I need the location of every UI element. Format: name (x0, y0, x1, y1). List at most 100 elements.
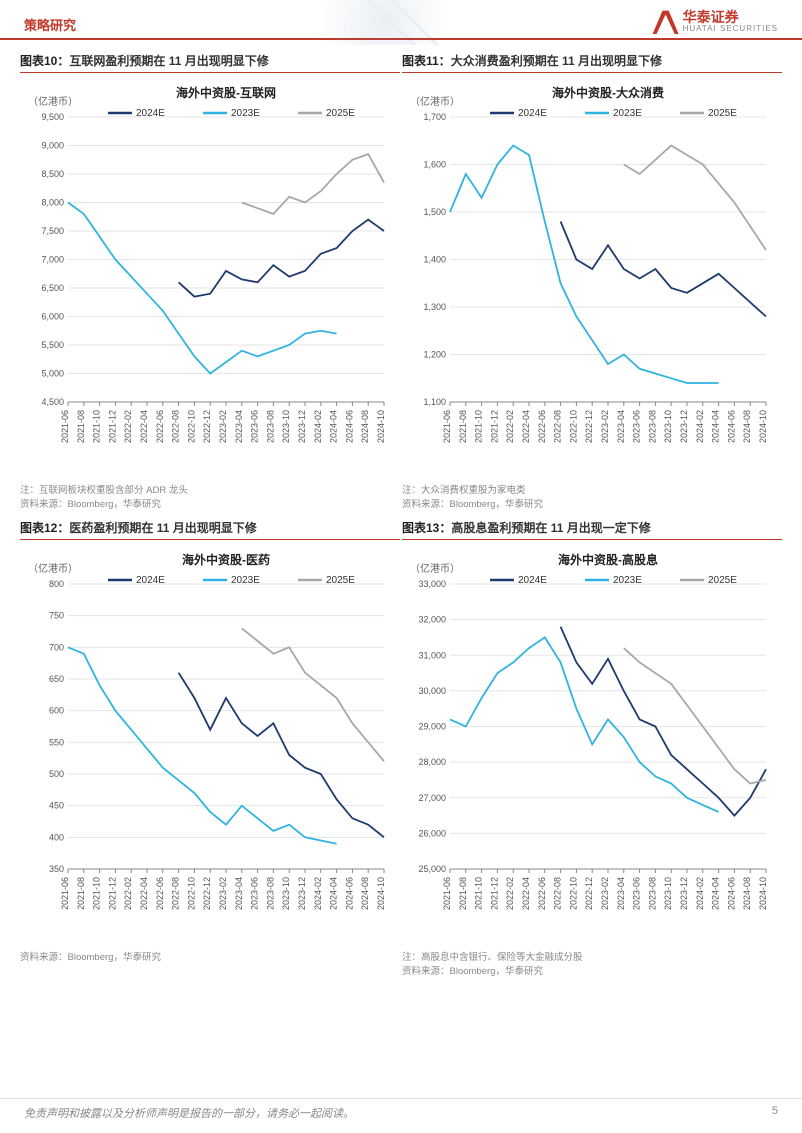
x-tick-label: 2023-04 (234, 877, 244, 910)
y-tick-label: 1,500 (423, 207, 446, 217)
y-tick-label: 5,500 (41, 340, 64, 350)
x-tick-label: 2021-12 (107, 877, 117, 910)
x-tick-label: 2023-12 (679, 410, 689, 443)
panel-title: 图表12：医药盈利预期在 11 月出现明显下修 (20, 515, 400, 540)
x-tick-label: 2022-04 (521, 877, 531, 910)
x-tick-label: 2023-02 (218, 877, 228, 910)
x-tick-label: 2024-02 (313, 877, 323, 910)
x-tick-label: 2021-08 (458, 877, 468, 910)
y-tick-label: 30,000 (418, 685, 446, 695)
y-tick-label: 1,600 (423, 160, 446, 170)
section-label: 策略研究 (24, 15, 76, 34)
panel-title: 图表10：互联网盈利预期在 11 月出现明显下修 (20, 48, 400, 73)
y-tick-label: 31,000 (418, 650, 446, 660)
series-s2025 (624, 648, 766, 783)
x-tick-label: 2024-08 (742, 410, 752, 443)
y-tick-label: 1,300 (423, 302, 446, 312)
x-tick-label: 2024-10 (376, 877, 386, 910)
x-tick-label: 2022-02 (123, 877, 133, 910)
x-tick-label: 2024-06 (344, 877, 354, 910)
x-tick-label: 2022-10 (568, 877, 578, 910)
panel-title: 图表11：大众消费盈利预期在 11 月出现明显下修 (402, 48, 782, 73)
logo-subtext: HUATAI SECURITIES (683, 24, 778, 33)
x-tick-label: 2021-08 (76, 410, 86, 443)
y-tick-label: 550 (49, 737, 64, 747)
y-tick-label: 28,000 (418, 757, 446, 767)
panel-index: 图表11： (402, 54, 451, 68)
line-chart: （亿港币）海外中资股-高股息2024E2023E2025E25,00026,00… (402, 544, 780, 944)
chart-subtitle: 海外中资股-大众消费 (552, 85, 664, 100)
x-tick-label: 2022-10 (186, 410, 196, 443)
source-line: 资料来源：Bloomberg，华泰研究 (20, 498, 400, 512)
x-tick-label: 2024-02 (695, 410, 705, 443)
y-tick-label: 5,000 (41, 369, 64, 379)
x-tick-label: 2022-10 (568, 410, 578, 443)
x-tick-label: 2022-12 (584, 877, 594, 910)
y-tick-label: 7,500 (41, 226, 64, 236)
panel-index: 图表13： (402, 521, 451, 535)
y-tick-label: 600 (49, 705, 64, 715)
x-tick-label: 2023-02 (218, 410, 228, 443)
note-line: 注：大众消费权重股为家电类 (402, 484, 782, 498)
x-tick-label: 2023-06 (250, 410, 260, 443)
x-tick-label: 2023-08 (647, 877, 657, 910)
chart-notes: 注：大众消费权重股为家电类资料来源：Bloomberg，华泰研究 (402, 482, 782, 513)
series-s2023 (450, 637, 719, 812)
x-tick-label: 2024-04 (711, 877, 721, 910)
x-tick-label: 2022-06 (155, 877, 165, 910)
y-unit-label: （亿港币） (410, 562, 460, 575)
x-tick-label: 2024-08 (360, 877, 370, 910)
x-tick-label: 2023-08 (647, 410, 657, 443)
x-tick-label: 2022-06 (537, 410, 547, 443)
logo-icon (653, 8, 679, 34)
x-tick-label: 2024-10 (758, 410, 768, 443)
note-line: 注：高股息中含银行、保险等大金融成分股 (402, 951, 782, 965)
chart-notes: 注：高股息中含银行、保险等大金融成分股资料来源：Bloomberg，华泰研究 (402, 949, 782, 980)
note-line: 注：互联网板块权重股含部分 ADR 龙头 (20, 484, 400, 498)
y-tick-label: 7,000 (41, 255, 64, 265)
x-tick-label: 2022-06 (155, 410, 165, 443)
panel-caption: 高股息盈利预期在 11 月出现一定下修 (451, 521, 650, 535)
line-chart: （亿港币）海外中资股-大众消费2024E2023E2025E1,1001,200… (402, 77, 780, 477)
chart-subtitle: 海外中资股-医药 (182, 552, 270, 567)
series-s2023 (68, 647, 337, 843)
y-unit-label: （亿港币） (28, 562, 78, 575)
x-tick-label: 2021-12 (489, 410, 499, 443)
y-tick-label: 450 (49, 800, 64, 810)
x-tick-label: 2024-06 (726, 877, 736, 910)
x-tick-label: 2021-06 (60, 410, 70, 443)
source-line: 资料来源：Bloomberg，华泰研究 (20, 951, 400, 965)
y-tick-label: 6,000 (41, 312, 64, 322)
series-s2024 (179, 672, 384, 837)
y-tick-label: 650 (49, 674, 64, 684)
x-tick-label: 2021-06 (60, 877, 70, 910)
disclaimer-text: 免责声明和披露以及分析师声明是报告的一部分，请务必一起阅读。 (24, 1105, 354, 1121)
source-line: 资料来源：Bloomberg，华泰研究 (402, 965, 782, 979)
x-tick-label: 2023-10 (281, 877, 291, 910)
x-tick-label: 2024-10 (376, 410, 386, 443)
x-tick-label: 2023-06 (632, 410, 642, 443)
x-tick-label: 2022-12 (202, 877, 212, 910)
chart-subtitle: 海外中资股-互联网 (176, 85, 276, 100)
x-tick-label: 2023-10 (663, 410, 673, 443)
y-tick-label: 9,500 (41, 112, 64, 122)
chart-panel-1: 图表11：大众消费盈利预期在 11 月出现明显下修 （亿港币）海外中资股-大众消费… (402, 48, 782, 513)
y-tick-label: 33,000 (418, 579, 446, 589)
x-tick-label: 2021-12 (107, 410, 117, 443)
series-s2025 (624, 146, 766, 251)
series-s2025 (242, 154, 384, 214)
x-tick-label: 2022-12 (202, 410, 212, 443)
x-tick-label: 2022-02 (505, 877, 515, 910)
x-tick-label: 2023-12 (297, 877, 307, 910)
x-tick-label: 2024-02 (313, 410, 323, 443)
x-tick-label: 2023-06 (632, 877, 642, 910)
line-chart: （亿港币）海外中资股-互联网2024E2023E2025E4,5005,0005… (20, 77, 398, 477)
logo-text: 华泰证券 (683, 10, 778, 24)
x-tick-label: 2024-10 (758, 877, 768, 910)
page-footer: 免责声明和披露以及分析师声明是报告的一部分，请务必一起阅读。 5 (0, 1098, 802, 1121)
x-tick-label: 2022-02 (505, 410, 515, 443)
y-tick-label: 27,000 (418, 792, 446, 802)
y-tick-label: 700 (49, 642, 64, 652)
chart-grid: 图表10：互联网盈利预期在 11 月出现明显下修（亿港币）海外中资股-互联网20… (0, 40, 802, 979)
y-tick-label: 9,000 (41, 141, 64, 151)
